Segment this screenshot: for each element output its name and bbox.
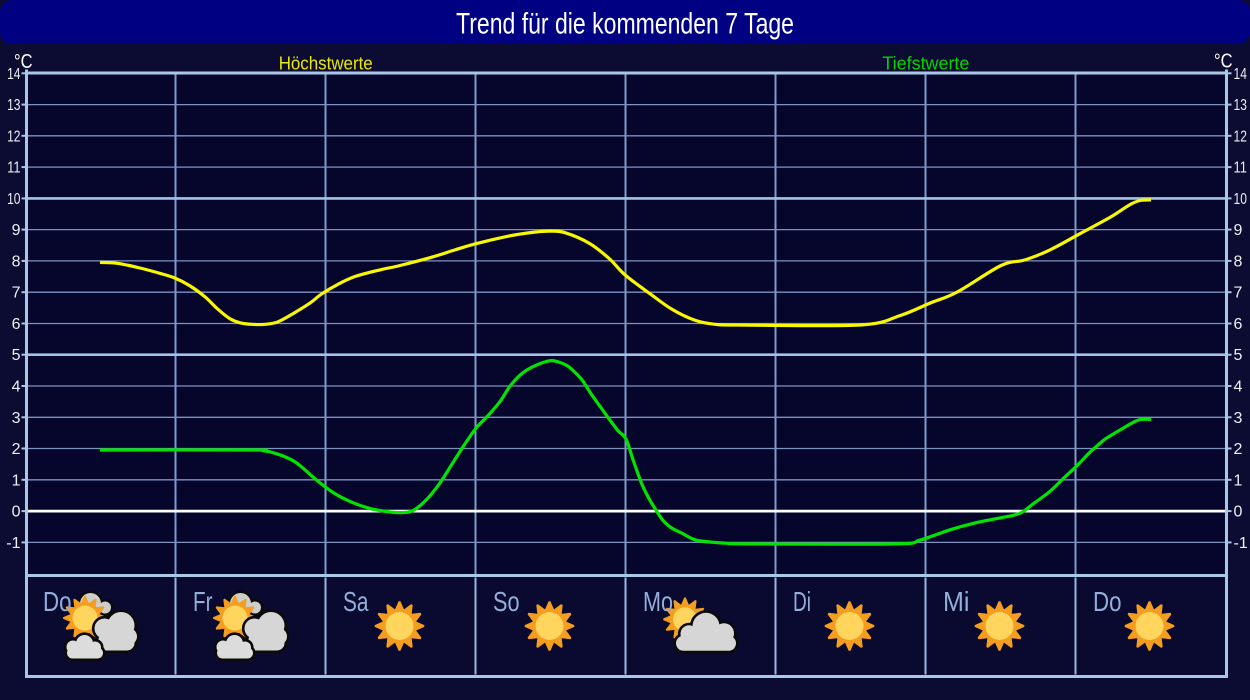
svg-text:Do: Do [43, 586, 72, 617]
svg-text:Tiefstwerte: Tiefstwerte [882, 54, 969, 74]
svg-text:5: 5 [1234, 347, 1243, 364]
svg-text:3: 3 [12, 410, 21, 427]
svg-text:13: 13 [7, 97, 20, 114]
svg-text:Do: Do [1093, 586, 1122, 617]
svg-text:13: 13 [1234, 97, 1247, 114]
svg-text:0: 0 [1234, 504, 1243, 521]
svg-text:Fr: Fr [193, 586, 213, 617]
svg-text:So: So [493, 586, 520, 617]
svg-text:8: 8 [1234, 253, 1243, 270]
svg-text:9: 9 [12, 222, 21, 239]
svg-text:11: 11 [7, 160, 20, 177]
svg-text:Höchstwerte: Höchstwerte [279, 54, 373, 74]
svg-text:6: 6 [12, 316, 21, 333]
svg-text:Mi: Mi [943, 586, 970, 617]
svg-text:8: 8 [12, 253, 21, 270]
svg-text:10: 10 [1234, 191, 1247, 208]
svg-text:2: 2 [12, 441, 21, 458]
svg-text:°C: °C [14, 50, 33, 73]
svg-text:Mo: Mo [643, 586, 673, 617]
svg-text:-1: -1 [1234, 535, 1248, 552]
svg-text:12: 12 [1234, 128, 1247, 145]
svg-text:Trend für die kommenden 7 Tage: Trend für die kommenden 7 Tage [456, 8, 794, 41]
svg-text:12: 12 [7, 128, 20, 145]
svg-text:4: 4 [12, 379, 21, 396]
svg-text:11: 11 [1234, 160, 1247, 177]
svg-text:5: 5 [12, 347, 21, 364]
svg-text:14: 14 [1234, 66, 1247, 83]
svg-text:6: 6 [1234, 316, 1243, 333]
svg-text:3: 3 [1234, 410, 1243, 427]
svg-text:4: 4 [1234, 379, 1243, 396]
svg-text:°C: °C [1214, 50, 1233, 73]
svg-text:9: 9 [1234, 222, 1243, 239]
svg-text:1: 1 [12, 472, 21, 489]
svg-text:10: 10 [7, 191, 20, 208]
svg-text:2: 2 [1234, 441, 1243, 458]
svg-text:1: 1 [1234, 472, 1243, 489]
svg-text:7: 7 [12, 285, 21, 302]
svg-text:Di: Di [793, 586, 811, 617]
svg-text:Sa: Sa [343, 586, 369, 617]
svg-text:0: 0 [12, 504, 21, 521]
svg-text:7: 7 [1234, 285, 1243, 302]
svg-text:-1: -1 [6, 535, 20, 552]
svg-text:14: 14 [7, 66, 20, 83]
